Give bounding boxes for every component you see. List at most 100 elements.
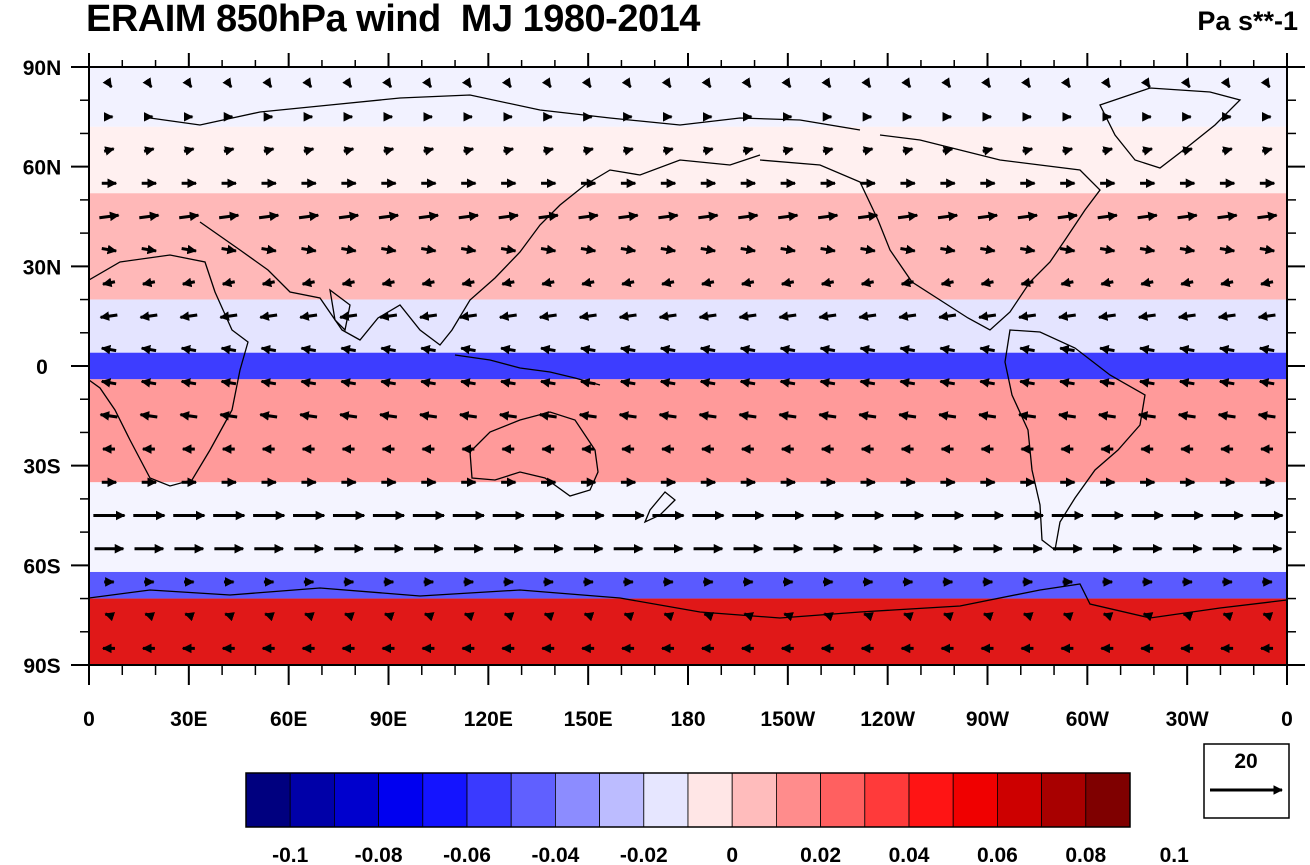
wind-vector	[540, 344, 556, 355]
wind-vector	[218, 211, 240, 222]
wind-vector	[700, 244, 717, 255]
wind-vector	[182, 77, 193, 89]
field-band	[89, 379, 1287, 483]
wind-vector	[660, 244, 677, 255]
wind-vector	[861, 77, 872, 89]
wind-vector	[139, 311, 158, 321]
lon-tick-label: 0	[1281, 708, 1293, 731]
wind-vector	[383, 146, 395, 156]
wind-vector	[303, 146, 315, 156]
lat-tick-label: 90N	[23, 57, 62, 80]
africa-outline	[89, 254, 249, 487]
wind-vector	[184, 612, 195, 622]
wind-vector	[538, 211, 559, 222]
wind-vector	[1139, 244, 1156, 255]
wind-vector	[500, 378, 516, 388]
wind-vector	[1261, 146, 1273, 156]
wind-vector	[1257, 211, 1278, 222]
wind-vector	[1140, 77, 1151, 89]
wind-vector	[738, 311, 757, 321]
wind-vector	[180, 344, 197, 355]
wind-vector	[741, 77, 752, 89]
colorbar-swatch	[820, 772, 866, 828]
wind-vector	[99, 211, 120, 222]
wind-vector	[99, 411, 118, 421]
lat-tick-label: 90S	[23, 655, 60, 678]
wind-vector	[943, 612, 954, 622]
wind-vector	[543, 146, 554, 156]
lon-tick-label: 120E	[464, 708, 513, 731]
wind-vector	[339, 311, 358, 321]
wind-vector	[142, 77, 153, 89]
wind-vector	[902, 146, 914, 156]
new-zealand-outline	[643, 491, 676, 524]
wind-vector	[1262, 612, 1274, 622]
wind-vector	[1221, 146, 1233, 156]
wind-vector	[420, 244, 437, 255]
wind-vector	[179, 211, 200, 222]
wind-vector	[378, 211, 400, 222]
colorbar-swatch	[952, 772, 998, 828]
india-outline	[329, 288, 351, 332]
field-band	[89, 571, 1287, 599]
wind-vector	[1182, 146, 1193, 156]
wind-vector	[938, 411, 957, 421]
wind-vector	[819, 344, 836, 355]
wind-vector	[1058, 311, 1076, 321]
wind-vector	[583, 146, 594, 156]
lon-tick-label: 60W	[1066, 708, 1109, 731]
wind-vector	[304, 612, 315, 622]
wind-vector	[663, 612, 675, 622]
wind-vector	[220, 344, 237, 355]
wind-vector	[1258, 344, 1275, 355]
wind-vector	[860, 277, 874, 288]
lon-tick-label: 0	[83, 708, 95, 731]
wind-vector	[979, 378, 995, 388]
lat-tick-label: 30S	[23, 456, 60, 479]
colorbar-swatch	[908, 772, 954, 828]
colorbar-swatch	[997, 772, 1043, 828]
colorbar-swatch	[289, 772, 335, 828]
colorbar-swatch	[687, 772, 733, 828]
wind-vector	[181, 244, 197, 255]
wind-vector	[779, 344, 796, 355]
lon-tick-label: 150E	[564, 708, 613, 731]
wind-vector	[501, 77, 512, 89]
wind-vector	[419, 411, 438, 421]
wind-vector	[1019, 344, 1035, 355]
wind-vector	[341, 277, 355, 288]
wind-vector	[619, 344, 636, 355]
wind-vector	[740, 244, 757, 255]
wind-vector	[100, 378, 117, 388]
wind-vector	[578, 211, 599, 222]
wind-vector	[381, 244, 397, 255]
wind-vector	[701, 277, 715, 288]
wind-vector	[418, 211, 439, 222]
wind-vector	[139, 411, 158, 421]
wind-vector	[1097, 311, 1116, 321]
wind-vector	[739, 378, 756, 388]
wind-vector	[899, 378, 916, 388]
wind-vector	[1258, 378, 1275, 388]
wind-vector	[782, 146, 794, 156]
wind-vector	[941, 77, 952, 89]
wind-vector	[220, 378, 237, 388]
wind-vector	[820, 277, 835, 288]
wind-vector	[939, 344, 956, 355]
wind-vector	[144, 612, 156, 622]
wind-vector	[780, 244, 796, 255]
wind-vector	[1062, 612, 1074, 622]
wind-vector	[817, 211, 839, 222]
wind-vector	[219, 311, 238, 321]
wind-vector	[821, 77, 832, 89]
wind-vector	[301, 244, 317, 255]
wind-vector	[179, 411, 198, 421]
wind-vector	[1102, 146, 1114, 156]
greenland-outline	[1099, 87, 1242, 169]
wind-vector	[860, 244, 876, 255]
wind-vector	[1022, 612, 1034, 622]
wind-vector	[1102, 612, 1114, 622]
wind-vector	[620, 244, 637, 255]
wind-vector	[977, 211, 999, 222]
